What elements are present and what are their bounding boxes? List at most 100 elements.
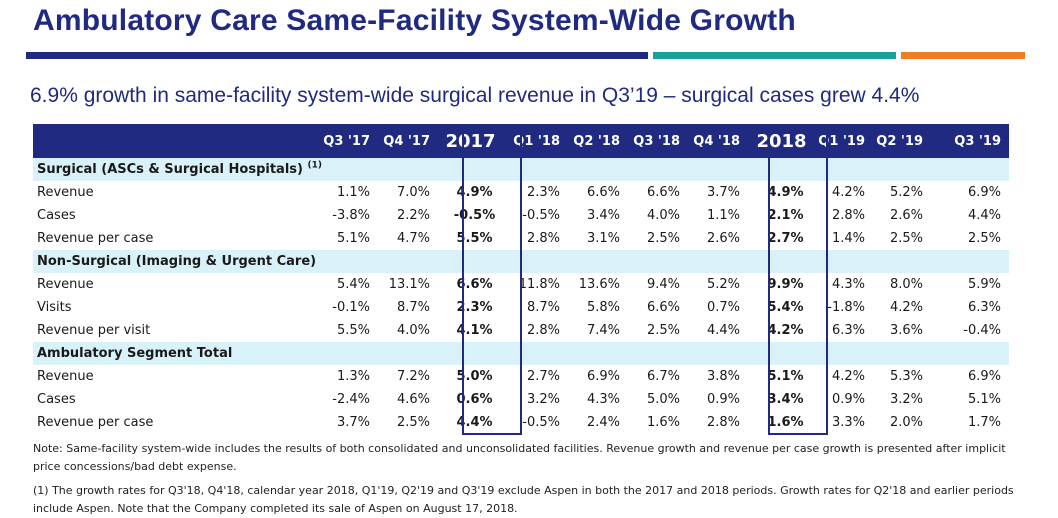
table-cell: 4.4%: [456, 415, 493, 430]
footnote-text: (1) The growth rates for Q3'18, Q4'18, c…: [33, 484, 1014, 515]
table-cell: 2.2%: [396, 208, 430, 223]
table-cell: 6.9%: [586, 369, 620, 384]
table-cell: 1.1%: [706, 208, 740, 223]
table-cell: 1.3%: [336, 369, 370, 384]
table-cell: 4.0%: [646, 208, 680, 223]
table-row: Cases -2.4% 4.6% 0.6% 3.2% 4.3% 5.0% 0.9% 3.4% 0.…: [33, 388, 1009, 411]
table-cell: 4.2%: [831, 185, 865, 200]
column-header: Q3 '17: [318, 124, 378, 158]
section-label: Ambulatory Segment Total: [33, 342, 1009, 365]
subtitle: 6.9% growth in same-facility system-wide…: [30, 84, 920, 107]
table-cell: 4.1%: [456, 323, 493, 338]
table-cell: 3.3%: [831, 415, 865, 430]
table-cell: 6.7%: [646, 369, 680, 384]
table-cell: 7.2%: [396, 369, 430, 384]
table-cell: 3.8%: [706, 369, 740, 384]
table-cell: 1.6%: [767, 415, 804, 430]
table-cell: 5.1%: [336, 231, 370, 246]
column-header: 2018: [748, 124, 815, 158]
table-cell: 6.6%: [646, 300, 680, 315]
table-cell: 4.9%: [456, 185, 493, 200]
table-cell: 3.4%: [767, 392, 804, 407]
table-cell: 2.5%: [396, 415, 430, 430]
table-cell: 6.6%: [646, 185, 680, 200]
table-cell: 5.0%: [646, 392, 680, 407]
table-cell: 5.0%: [456, 369, 493, 384]
table-cell: 3.2%: [889, 392, 923, 407]
table-cell: -0.4%: [963, 323, 1001, 338]
section-label: Non-Surgical (Imaging & Urgent Care): [33, 250, 1009, 273]
table-cell: 4.3%: [831, 277, 865, 292]
table-cell: 6.6%: [456, 277, 493, 292]
table-cell: 2.5%: [646, 323, 680, 338]
table-cell: 0.9%: [831, 392, 865, 407]
table-cell: 5.4%: [336, 277, 370, 292]
table-cell: 6.9%: [967, 369, 1001, 384]
row-label: Visits: [37, 300, 72, 315]
row-label: Revenue: [37, 185, 94, 200]
table-row: Revenue per visit 5.5% 4.0% 4.1% 2.8% 7.4% 2.5…: [33, 319, 1009, 342]
table-cell: 5.5%: [456, 231, 493, 246]
table-cell: 3.4%: [586, 208, 620, 223]
table-cell: 8.7%: [396, 300, 430, 315]
section-header-row: Ambulatory Segment Total: [33, 342, 1009, 365]
table-cell: 8.0%: [889, 277, 923, 292]
table-cell: -1.8%: [827, 300, 865, 315]
table-cell: 5.3%: [889, 369, 923, 384]
column-header: Q1 '19: [815, 124, 873, 158]
table-cell: 7.0%: [396, 185, 430, 200]
table-cell: 6.6%: [586, 185, 620, 200]
table-cell: 7.4%: [586, 323, 620, 338]
table-cell: 4.3%: [586, 392, 620, 407]
table-cell: 1.7%: [967, 415, 1001, 430]
table-cell: -2.4%: [332, 392, 370, 407]
section-label-text: Non-Surgical (Imaging & Urgent Care): [37, 254, 317, 269]
column-header: Q1 '18: [503, 124, 568, 158]
section-label-text: Ambulatory Segment Total: [37, 346, 233, 361]
table-cell: 4.2%: [831, 369, 865, 384]
table-cell: 5.1%: [767, 369, 804, 384]
table-cell: 4.2%: [767, 323, 804, 338]
row-label: Revenue: [37, 369, 94, 384]
table-cell: 2.0%: [889, 415, 923, 430]
table-cell: 13.6%: [578, 277, 620, 292]
table-cell: 2.8%: [526, 323, 560, 338]
table-cell: -0.5%: [522, 208, 560, 223]
column-header: Q3 '18: [628, 124, 688, 158]
note-text: Note: Same-facility system-wide includes…: [33, 442, 1006, 473]
column-header: Q4 '18: [688, 124, 748, 158]
title-underline-navy: [26, 52, 648, 59]
footnote-marker: (1): [307, 160, 323, 171]
title-underline-teal: [653, 52, 896, 59]
table-cell: 2.8%: [526, 231, 560, 246]
table-cell: 2.3%: [456, 300, 493, 315]
column-header: 2017: [438, 124, 503, 158]
table-cell: 5.4%: [767, 300, 804, 315]
table-row: Visits -0.1% 8.7% 2.3% 8.7% 5.8% 6.6% 0.7% 5.4% -…: [33, 296, 1009, 319]
table-cell: 9.9%: [767, 277, 804, 292]
table-cell: 4.4%: [706, 323, 740, 338]
table-cell: 2.7%: [526, 369, 560, 384]
table-cell: 3.7%: [336, 415, 370, 430]
table-cell: 2.6%: [706, 231, 740, 246]
table-cell: 4.9%: [767, 185, 804, 200]
table-cell: 2.8%: [831, 208, 865, 223]
row-label: Cases: [37, 392, 76, 407]
section-label-text: Surgical (ASCs & Surgical Hospitals): [37, 162, 303, 177]
column-header: Q3 '19: [931, 124, 1009, 158]
table-cell: -0.5%: [522, 415, 560, 430]
section-label: Surgical (ASCs & Surgical Hospitals) (1): [33, 158, 1009, 181]
table-cell: 4.4%: [967, 208, 1001, 223]
table-cell: 1.6%: [646, 415, 680, 430]
table-cell: 2.5%: [646, 231, 680, 246]
row-label: Cases: [37, 208, 76, 223]
table-cell: 0.9%: [706, 392, 740, 407]
row-label: Revenue per case: [37, 231, 154, 246]
table-row: Revenue 1.1% 7.0% 4.9% 2.3% 6.6% 6.6% 3.7% 4.9% 4…: [33, 181, 1009, 204]
table-cell: 4.6%: [396, 392, 430, 407]
table-cell: 2.6%: [889, 208, 923, 223]
header-label-cell: [33, 124, 318, 158]
table-row: Revenue per case 3.7% 2.5% 4.4% -0.5% 2.4% 1.6…: [33, 411, 1009, 434]
table-cell: 5.2%: [706, 277, 740, 292]
table-cell: 3.1%: [586, 231, 620, 246]
